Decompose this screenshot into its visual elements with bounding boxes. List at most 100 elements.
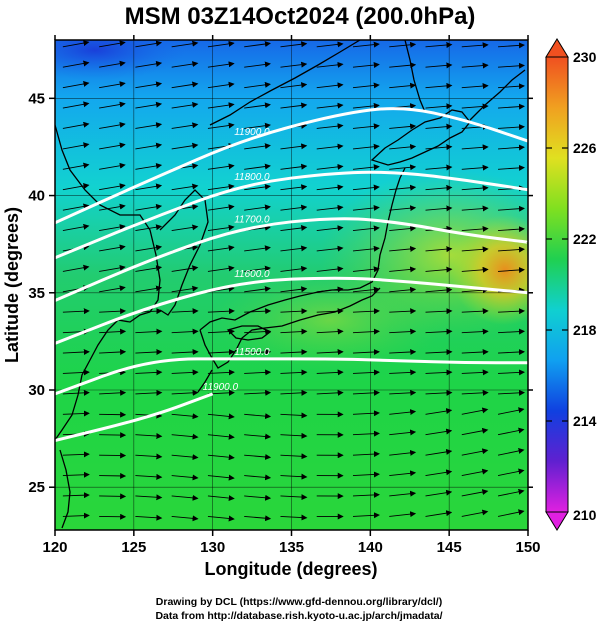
wind-arrow (352, 451, 380, 458)
y-axis-label: Latitude (degrees) (2, 207, 22, 363)
wind-arrow (171, 224, 199, 232)
wind-arrow (62, 80, 90, 89)
wind-arrow (135, 40, 163, 48)
wind-arrow (461, 266, 489, 273)
wind-arrow (99, 328, 127, 335)
wind-arrow (425, 389, 453, 396)
wind-arrow (135, 453, 163, 460)
wind-arrow (135, 494, 163, 501)
wind-arrow (497, 448, 525, 456)
wind-arrow (352, 512, 380, 519)
wind-arrow (352, 62, 380, 69)
wind-arrow (425, 266, 453, 273)
wind-arrow (62, 410, 90, 417)
wind-arrow (316, 163, 344, 170)
wind-arrow (99, 308, 127, 315)
wind-arrow (244, 474, 272, 481)
wind-arrow (171, 515, 199, 522)
wind-arrow (171, 61, 199, 68)
wind-arrow (207, 81, 235, 89)
wind-arrow (352, 102, 380, 109)
wind-arrow (498, 266, 525, 273)
wind-arrow (244, 61, 271, 68)
wind-arrow (62, 512, 90, 519)
wind-arrow (135, 473, 163, 480)
wind-arrow (280, 494, 308, 501)
wind-arrow (461, 83, 489, 90)
wind-arrow (316, 204, 344, 211)
wind-arrow (171, 413, 199, 420)
wind-arrow (425, 510, 453, 517)
wind-arrow (389, 470, 417, 477)
wind-arrow (389, 245, 417, 252)
wind-arrow (497, 488, 525, 497)
wind-arrow (461, 308, 489, 315)
wind-arrow (389, 184, 417, 191)
wind-arrow (171, 328, 199, 335)
wind-arrow (99, 40, 126, 48)
chart-title: MSM 03Z14Oct2024 (200.0hPa) (125, 3, 476, 30)
wind-arrow (62, 264, 90, 272)
wind-arrow (498, 349, 526, 356)
wind-arrow (135, 183, 163, 191)
wind-arrow (99, 224, 126, 231)
wind-arrow (498, 83, 525, 90)
contour-label: 11500.0 (234, 347, 270, 358)
contour-line (55, 392, 214, 443)
wind-arrow (207, 454, 235, 461)
wind-arrow (389, 286, 417, 293)
wind-arrow (498, 369, 526, 376)
wind-arrow (498, 246, 525, 253)
wind-arrow (171, 433, 199, 440)
wind-arrow (498, 103, 525, 110)
wind-arrow (280, 432, 308, 439)
x-axis: 120 125 130 135 140 145 150 (42, 35, 541, 556)
wind-arrow (207, 369, 235, 376)
contour-lines: 11900.0 11800.0 11700.0 11600.0 11500.0 11900… (55, 107, 528, 443)
wind-arrow (135, 433, 163, 440)
wind-arrow (461, 185, 489, 192)
wind-arrow (280, 61, 308, 68)
wind-arrow (498, 164, 525, 171)
wind-arrow (352, 369, 380, 376)
wind-arrow (352, 82, 380, 89)
wind-arrow (352, 204, 380, 211)
plot-area: 11900.0 11800.0 11700.0 11600.0 11500.0 11900… (54, 39, 529, 531)
wind-arrow (461, 144, 489, 151)
wind-arrow (425, 144, 453, 151)
wind-arrow (244, 122, 271, 129)
wind-arrow (244, 81, 271, 89)
x-tick-label: 125 (121, 539, 146, 556)
wind-arrow (99, 349, 127, 356)
wind-arrow (171, 142, 199, 150)
wind-arrow (244, 349, 272, 356)
wind-arrow (280, 473, 308, 480)
wind-arrow (135, 285, 163, 293)
credit-data: Data from http://database.rish.kyoto-u.a… (155, 610, 442, 622)
wind-arrow (207, 183, 235, 191)
wind-arrow (497, 427, 525, 436)
wind-arrow (316, 123, 344, 130)
wind-arrow (62, 369, 90, 376)
wind-arrow (171, 265, 199, 272)
x-tick-label: 130 (200, 539, 225, 556)
wind-arrow (171, 349, 199, 356)
wind-arrow (280, 82, 308, 89)
wind-arrow (316, 245, 344, 252)
contour-label: 11800.0 (234, 172, 270, 183)
wind-arrow (207, 413, 235, 420)
wind-arrow (389, 490, 417, 497)
wind-arrow (207, 40, 235, 48)
colorbar-body (545, 56, 569, 513)
wind-arrow (461, 328, 489, 335)
wind-arrow (99, 389, 127, 396)
wind-arrow (425, 408, 453, 415)
wind-arrow (461, 349, 489, 356)
wind-arrow (389, 143, 417, 150)
wind-arrow (99, 183, 126, 191)
wind-arrow (171, 81, 199, 89)
wind-arrow (352, 143, 380, 150)
wind-arrow (461, 62, 489, 69)
wind-arrow (425, 246, 453, 253)
